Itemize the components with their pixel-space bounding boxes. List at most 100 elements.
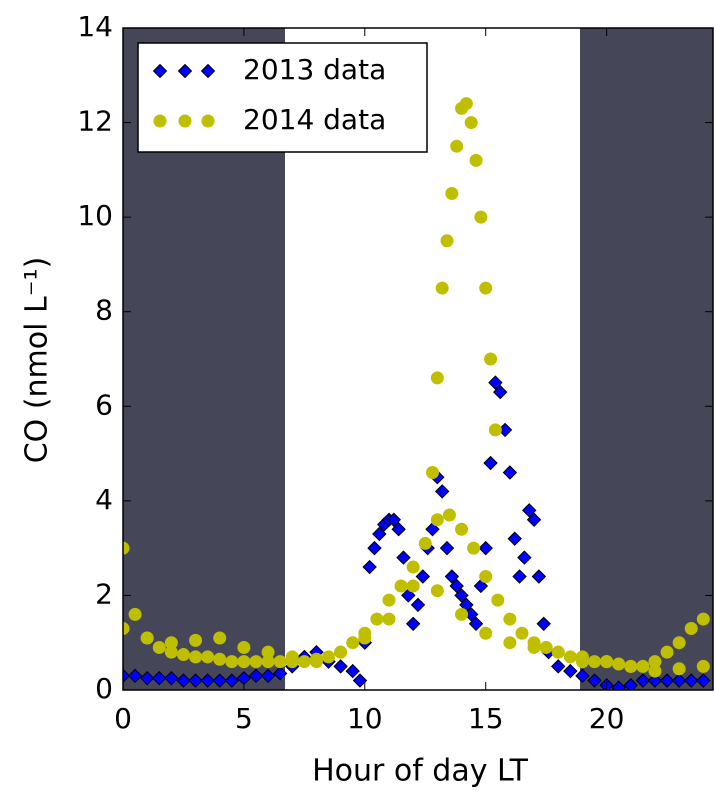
point — [696, 659, 710, 673]
point — [176, 648, 190, 662]
point — [587, 673, 602, 688]
point — [467, 541, 481, 555]
point — [672, 662, 686, 676]
point — [551, 645, 565, 659]
point — [515, 626, 529, 640]
point — [623, 678, 638, 690]
point — [273, 655, 287, 669]
point — [367, 540, 382, 556]
point — [396, 550, 411, 565]
point — [440, 234, 454, 248]
point — [406, 579, 420, 593]
point — [382, 593, 396, 607]
point — [531, 569, 547, 584]
point — [391, 522, 406, 537]
point — [405, 616, 421, 632]
point — [237, 640, 251, 654]
y-tick-label: 8 — [95, 294, 113, 327]
point — [483, 455, 498, 471]
y-tick-label: 2 — [95, 577, 113, 610]
point — [200, 673, 215, 688]
point — [430, 513, 444, 527]
point — [503, 612, 517, 626]
point — [188, 673, 203, 688]
point — [426, 465, 440, 479]
point — [551, 659, 566, 674]
point — [488, 423, 502, 437]
legend-marker — [152, 63, 168, 79]
point — [418, 536, 432, 550]
point — [439, 540, 455, 556]
point — [189, 650, 203, 664]
legend: 2013 data 2014 data — [137, 42, 428, 153]
point — [600, 655, 614, 669]
point — [213, 631, 227, 645]
point — [684, 622, 698, 636]
point — [285, 650, 299, 664]
point — [659, 673, 675, 688]
plot-frame — [122, 27, 714, 691]
point — [635, 673, 651, 688]
point — [164, 670, 179, 686]
point — [672, 636, 686, 650]
point — [152, 640, 166, 654]
point — [406, 560, 420, 574]
point — [225, 655, 239, 669]
x-tick-label: 10 — [347, 702, 383, 735]
point — [636, 659, 650, 673]
point — [488, 375, 503, 390]
point — [434, 484, 450, 499]
point — [575, 668, 590, 684]
point — [455, 607, 469, 621]
point — [123, 622, 130, 636]
point — [224, 673, 240, 688]
point — [512, 569, 527, 584]
point — [671, 673, 687, 688]
point — [213, 652, 227, 666]
point — [491, 593, 505, 607]
y-tick-label: 10 — [77, 199, 113, 232]
point — [415, 569, 431, 584]
legend-marker — [177, 63, 193, 79]
point — [611, 680, 626, 690]
point — [474, 210, 488, 224]
point — [189, 633, 203, 647]
legend-marker — [200, 63, 216, 79]
point — [449, 578, 464, 594]
point — [502, 465, 518, 480]
legend-marker — [153, 114, 167, 128]
y-tick-label: 4 — [95, 483, 113, 516]
point — [352, 673, 368, 688]
point — [164, 636, 178, 650]
point — [322, 650, 336, 664]
point — [478, 540, 493, 556]
y-tick-label: 6 — [95, 388, 113, 421]
point — [334, 645, 348, 659]
x-axis-label: Hour of day LT — [312, 754, 529, 789]
y-axis-label: CO (nmol L⁻¹) — [20, 257, 55, 464]
point — [696, 673, 711, 688]
point — [517, 550, 532, 565]
point — [152, 670, 167, 686]
point — [479, 626, 493, 640]
night-shading — [580, 28, 713, 690]
point — [522, 503, 537, 518]
point — [333, 659, 348, 674]
legend-marker — [201, 114, 215, 128]
point — [127, 668, 143, 684]
point — [468, 616, 484, 632]
point — [430, 584, 444, 598]
y-tick-label: 0 — [95, 672, 113, 705]
point — [394, 579, 408, 593]
point — [526, 512, 542, 527]
point — [469, 153, 483, 167]
point — [612, 657, 626, 671]
x-tick-label: 5 — [235, 702, 253, 735]
point — [536, 616, 551, 632]
point — [445, 187, 459, 200]
point — [624, 659, 638, 673]
point — [128, 607, 142, 621]
x-tick-label: 15 — [468, 702, 504, 735]
point — [539, 640, 553, 654]
point — [430, 371, 444, 385]
